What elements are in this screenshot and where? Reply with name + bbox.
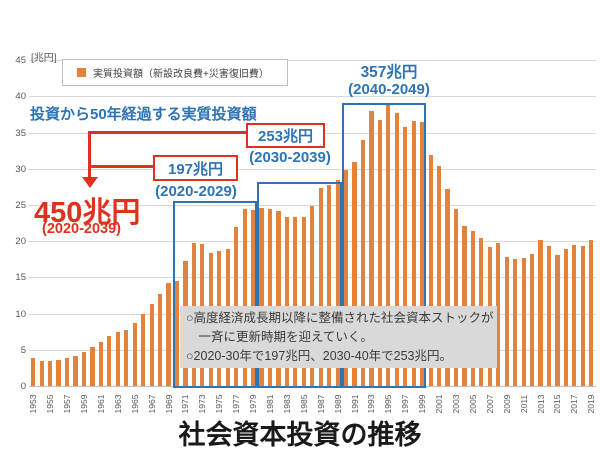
bar-2001 — [436, 165, 442, 386]
bar-2015 — [555, 254, 560, 386]
bar-1970 — [174, 281, 180, 386]
y-tick-0: 0 — [20, 381, 26, 392]
lead-note-text: 投資から50年経過する実質投資額 — [30, 106, 257, 123]
bar-1998 — [411, 121, 416, 386]
legend-swatch-icon — [77, 68, 86, 77]
chart-title: 社会資本投資の推移 — [178, 420, 422, 450]
red-connector-line-vertical — [88, 131, 91, 178]
bar-1983 — [284, 216, 289, 386]
bar-1955 — [48, 361, 53, 386]
bar-2003 — [453, 209, 459, 386]
y-tick-5: 5 — [20, 344, 26, 356]
bar-1953 — [31, 358, 36, 386]
bar-2000 — [428, 155, 433, 386]
decade-box-1990-1999 — [341, 102, 427, 388]
annotation-range-357: (2040-2049) — [348, 81, 430, 98]
bar-1959 — [81, 351, 87, 386]
bar-2018 — [580, 245, 585, 386]
bar-1980 — [259, 207, 264, 386]
bar-1958 — [73, 356, 78, 386]
bar-1994 — [377, 120, 382, 386]
bar-1962 — [107, 336, 112, 386]
bar-1986 — [310, 206, 315, 386]
legend-series-label: 実質投資額（新設改良費+災害復旧費） — [93, 69, 269, 80]
bar-1997 — [403, 126, 408, 386]
bar-2009 — [504, 257, 509, 386]
red-connector-line-197 — [88, 165, 155, 168]
decade-box-1970-1979 — [172, 200, 258, 388]
decade-box-1980-1989 — [257, 181, 342, 388]
y-tick-35: 35 — [15, 127, 26, 139]
bar-1985 — [301, 217, 306, 386]
gridline-25 — [29, 205, 596, 206]
bar-1954 — [39, 360, 44, 386]
bar-1966 — [141, 313, 146, 386]
bar-1989 — [335, 180, 340, 386]
bar-2016 — [563, 249, 568, 386]
chart-legend: 実質投資額（新設改良費+災害復旧費） — [62, 59, 288, 86]
info-line-3: ○2020-30年で197兆円、2030-40年で253兆円。 — [186, 349, 453, 363]
bar-1967 — [149, 304, 154, 386]
bar-2008 — [496, 242, 501, 386]
bar-1961 — [98, 341, 103, 386]
bar-1982 — [276, 210, 281, 386]
bar-1978 — [242, 208, 247, 386]
bar-1991 — [352, 161, 357, 386]
y-tick-45: 45 — [15, 55, 26, 67]
info-line-1: ○高度経済成長期以降に整備された社会資本ストックが — [186, 311, 494, 325]
bar-1979 — [250, 210, 256, 386]
total-450-label: 450兆円 — [34, 197, 141, 229]
info-line-2: 一斉に更新時期を迎えていく。 — [186, 330, 373, 344]
bar-2002 — [445, 189, 450, 386]
annotation-box-197: 197兆円 — [153, 155, 238, 181]
annotation-label-357: 357兆円 — [360, 64, 418, 81]
bar-1992 — [360, 139, 366, 386]
bar-1960 — [90, 346, 95, 386]
bar-1996 — [394, 113, 399, 386]
bar-1999 — [420, 121, 425, 386]
gridline-30 — [29, 168, 596, 170]
bar-2014 — [546, 246, 552, 386]
bar-1957 — [64, 358, 70, 386]
y-tick-40: 40 — [15, 91, 26, 103]
bar-1993 — [369, 110, 374, 386]
bar-1995 — [386, 104, 391, 386]
bar-1990 — [343, 169, 349, 386]
red-down-arrow-icon — [82, 177, 98, 188]
y-tick-30: 30 — [15, 163, 26, 175]
bar-1968 — [157, 294, 163, 386]
annotation-box-253: 253兆円 — [246, 123, 325, 148]
bar-1969 — [166, 283, 171, 386]
annotation-range-197: (2020-2029) — [155, 183, 237, 200]
bar-2019 — [589, 239, 594, 386]
bar-1964 — [124, 329, 129, 386]
gridline-40 — [29, 96, 596, 98]
info-text-box: ○高度経済成長期以降に整備された社会資本ストックが 一斉に更新時期を迎えていく。… — [180, 306, 497, 368]
bar-1956 — [56, 359, 61, 386]
bar-2011 — [521, 257, 526, 386]
bar-1963 — [115, 332, 120, 386]
bar-1965 — [132, 323, 137, 386]
bar-2013 — [538, 240, 543, 386]
y-tick-25: 25 — [15, 200, 26, 211]
y-axis-unit-label: [兆円] — [31, 53, 57, 64]
bar-2004 — [462, 225, 467, 386]
annotation-range-253: (2030-2039) — [249, 149, 331, 166]
bar-1984 — [293, 216, 298, 386]
bar-2012 — [529, 254, 535, 386]
y-tick-15: 15 — [15, 272, 26, 284]
bar-1987 — [318, 188, 323, 386]
bar-2017 — [572, 244, 577, 386]
bar-1981 — [267, 209, 273, 386]
bar-2010 — [513, 259, 518, 386]
red-connector-line-253 — [88, 131, 248, 134]
y-tick-10: 10 — [15, 308, 26, 320]
y-tick-20: 20 — [15, 236, 26, 248]
gridline-45 — [29, 60, 596, 62]
total-450-range: (2020-2039) — [42, 221, 121, 237]
bar-1988 — [327, 184, 332, 386]
